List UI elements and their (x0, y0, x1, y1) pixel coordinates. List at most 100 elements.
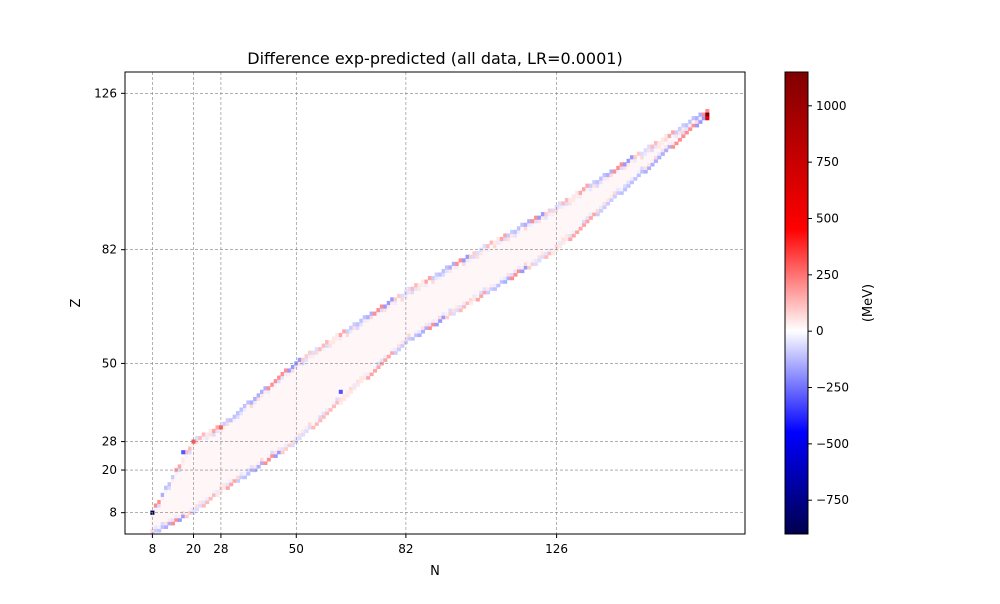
heatmap-cell (595, 194, 600, 199)
heatmap-cell (438, 304, 443, 309)
heatmap-cell (321, 407, 326, 412)
heatmap-cell (516, 265, 521, 270)
heatmap-cell (232, 457, 237, 462)
heatmap-cell (338, 350, 343, 355)
heatmap-cell (352, 372, 357, 377)
heatmap-cell (232, 478, 237, 483)
heatmap-cell (427, 293, 432, 298)
heatmap-cell (297, 386, 302, 391)
heatmap-cell (212, 435, 217, 441)
heatmap-cell (355, 329, 360, 334)
heatmap-cell (520, 226, 525, 231)
heatmap-cell (304, 375, 309, 380)
heatmap-cell (390, 311, 395, 316)
heatmap-cell (236, 450, 241, 455)
heatmap-cell (188, 496, 193, 501)
heatmap-cell (280, 432, 285, 437)
heatmap-cell (352, 329, 357, 334)
heatmap-cell (414, 318, 419, 323)
heatmap-cell (516, 251, 521, 256)
heatmap-cell (407, 322, 412, 327)
heatmap-cell (547, 251, 552, 256)
heatmap-cell (328, 382, 333, 387)
heatmap-cell (537, 236, 542, 242)
heatmap-cell (448, 279, 453, 284)
heatmap-cell (650, 148, 655, 153)
heatmap-cell (256, 446, 261, 451)
heatmap-cell (307, 382, 312, 387)
heatmap-cell (677, 133, 682, 139)
heatmap-cell (277, 428, 282, 434)
heatmap-cell (318, 347, 323, 352)
heatmap-cell (523, 244, 528, 249)
heatmap-cell (194, 460, 199, 465)
heatmap-cell (588, 194, 593, 199)
heatmap-cell (534, 233, 539, 238)
heatmap-cell (441, 283, 446, 288)
heatmap-cell (270, 386, 275, 391)
heatmap-cell (212, 443, 217, 448)
heatmap-cell (427, 279, 432, 284)
heatmap-cell (170, 482, 175, 487)
heatmap-cell (643, 158, 648, 163)
heatmap-cell (212, 482, 217, 487)
heatmap-cell (232, 418, 237, 423)
heatmap-cell (568, 236, 573, 242)
heatmap-cell (205, 475, 210, 480)
heatmap-cell (174, 499, 179, 505)
heatmap-cell (664, 133, 669, 139)
heatmap-cell (602, 194, 607, 199)
heatmap-cell (650, 158, 655, 163)
heatmap-cell (181, 467, 186, 473)
heatmap-cell (575, 229, 580, 234)
heatmap-cell (657, 144, 662, 149)
heatmap-cell (150, 524, 155, 529)
heatmap-cell (530, 219, 535, 224)
heatmap-cell (451, 300, 456, 306)
heatmap-cell (379, 343, 384, 348)
heatmap-cell (287, 418, 292, 423)
heatmap-cell (448, 304, 453, 309)
heatmap-cell (369, 322, 374, 327)
heatmap-cell (349, 357, 354, 362)
heatmap-cell (301, 372, 306, 377)
heatmap-cell (540, 222, 545, 227)
heatmap-cell (283, 411, 289, 416)
heatmap-cell (492, 247, 497, 252)
heatmap-cell (321, 354, 326, 359)
heatmap-cell (297, 421, 302, 426)
heatmap-cell (215, 450, 220, 455)
heatmap-cell (410, 311, 415, 316)
heatmap-cell (475, 258, 480, 263)
heatmap-cell (318, 414, 323, 419)
heatmap-cell (205, 482, 210, 487)
heatmap-cell (225, 485, 230, 490)
heatmap-cell (359, 379, 364, 384)
heatmap-cell (342, 332, 347, 338)
heatmap-cell (212, 450, 217, 455)
heatmap-cell (482, 276, 487, 281)
heatmap-cell (561, 212, 566, 217)
heatmap-cell (194, 478, 199, 483)
heatmap-cell (194, 499, 199, 505)
heatmap-cell (421, 311, 426, 316)
heatmap-cell (561, 222, 566, 227)
heatmap-cell (468, 261, 473, 266)
heatmap-cell (499, 268, 504, 274)
heatmap-cell (188, 478, 193, 483)
heatmap-cell (307, 372, 312, 377)
heatmap-cell (376, 329, 381, 334)
heatmap-cell (376, 332, 381, 338)
heatmap-cell (290, 407, 295, 412)
heatmap-cell (287, 411, 292, 416)
heatmap-cell (581, 222, 587, 227)
heatmap-cell (362, 368, 367, 373)
heatmap-cell (510, 229, 515, 234)
heatmap-cell (376, 347, 381, 352)
heatmap-cell (585, 204, 590, 210)
heatmap-cell (236, 411, 241, 416)
heatmap-cell (160, 503, 165, 508)
heatmap-cell (547, 208, 552, 213)
heatmap-cell (486, 265, 491, 270)
heatmap-cell (273, 443, 278, 448)
